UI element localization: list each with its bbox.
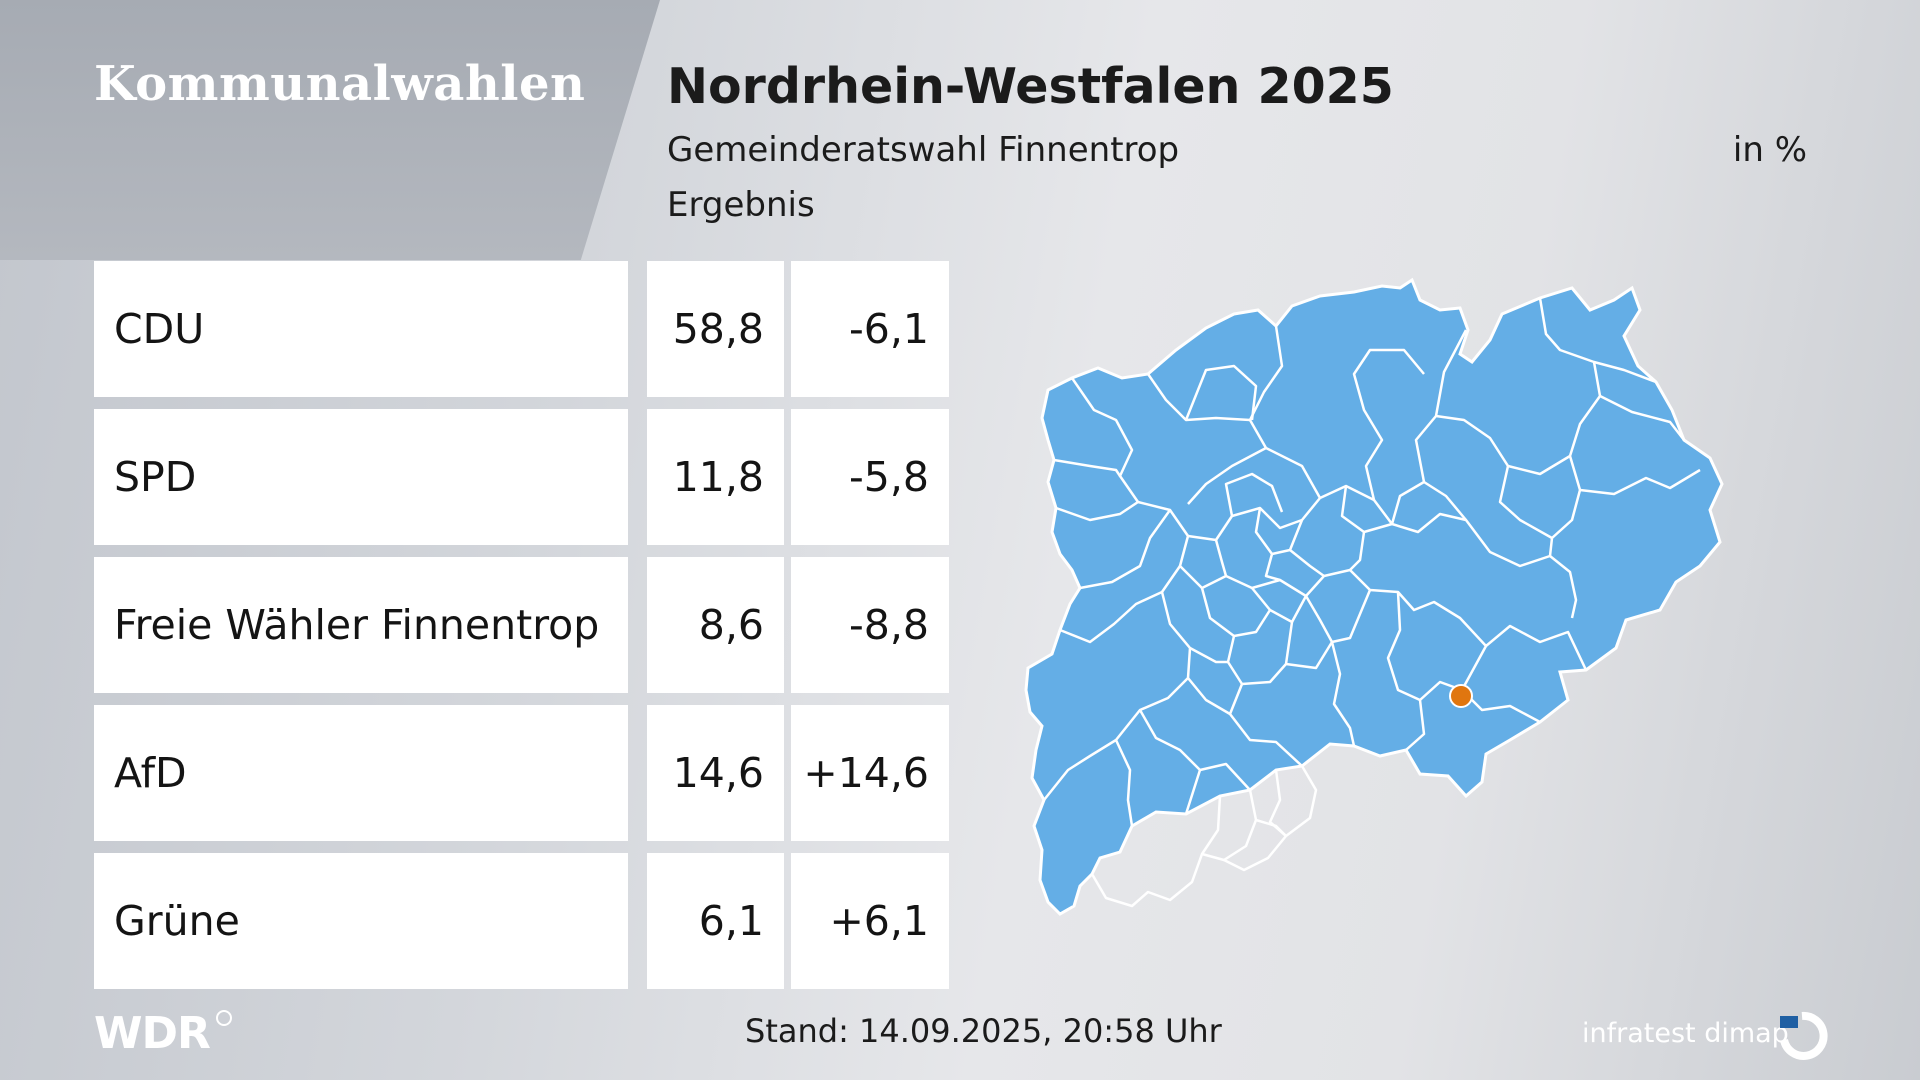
party-value: 11,8 — [647, 409, 784, 545]
party-value: 6,1 — [647, 853, 784, 989]
category-label: Kommunalwahlen — [94, 56, 586, 112]
party-name: CDU — [94, 261, 628, 397]
party-value: 58,8 — [647, 261, 784, 397]
page-subtitle: Gemeinderatswahl Finnentrop — [667, 130, 1180, 170]
party-diff: +6,1 — [791, 853, 949, 989]
infratest-logo-icon — [1780, 1011, 1828, 1060]
party-name: AfD — [94, 705, 628, 841]
location-dot-icon — [1449, 684, 1473, 708]
party-diff: -5,8 — [791, 409, 949, 545]
timestamp: Stand: 14.09.2025, 20:58 Uhr — [745, 1012, 1222, 1050]
party-name: Grüne — [94, 853, 628, 989]
page-title: Nordrhein-Westfalen 2025 — [667, 58, 1394, 115]
infratest-logo-text: infratest dimap — [1582, 1018, 1789, 1049]
header-panel — [0, 0, 660, 260]
party-diff: -8,8 — [791, 557, 949, 693]
party-name: SPD — [94, 409, 628, 545]
party-name: Freie Wähler Finnentrop — [94, 557, 628, 693]
party-value: 14,6 — [647, 705, 784, 841]
party-diff: -6,1 — [791, 261, 949, 397]
result-label: Ergebnis — [667, 185, 815, 225]
nrw-map — [1024, 277, 1724, 916]
unit-label: in % — [1732, 130, 1807, 170]
party-value: 8,6 — [647, 557, 784, 693]
wdr-logo: WDR — [94, 1008, 211, 1059]
party-diff: +14,6 — [791, 705, 949, 841]
registered-mark-icon — [216, 1010, 232, 1026]
